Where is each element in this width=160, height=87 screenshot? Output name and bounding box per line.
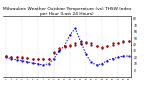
Title: Milwaukee Weather Outdoor Temperature (vs) THSW Index per Hour (Last 24 Hours): Milwaukee Weather Outdoor Temperature (v…: [3, 7, 132, 16]
